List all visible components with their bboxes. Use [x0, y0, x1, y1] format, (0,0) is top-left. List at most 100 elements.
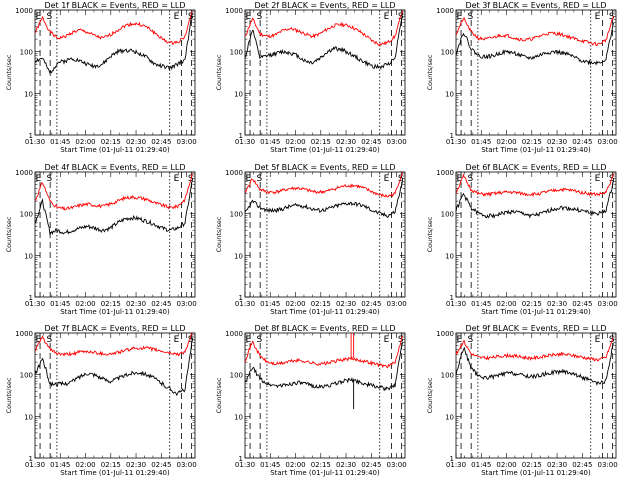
x-tick-label: 02:00 [75, 300, 95, 308]
chart-panel-2: Det 2f BLACK = Events, RED = LLD 1 10 100 10… [215, 1, 407, 154]
y-tick-label: 10 [24, 90, 33, 98]
x-tick-label: 01:30 [446, 300, 466, 308]
eclipse-marker: E [384, 12, 390, 22]
x-tick-label: 01:30 [235, 461, 255, 469]
lld-series-line [34, 333, 193, 357]
x-tick-label: 03:00 [176, 461, 196, 469]
plot-frame [244, 9, 406, 136]
y-tick-label: 1000 [436, 330, 454, 338]
saa-marker: S [256, 335, 262, 345]
y-tick-label: 100 [230, 211, 243, 219]
chart-title: Det 7f BLACK = Events, RED = LLD [44, 324, 185, 333]
x-tick-label: 02:00 [496, 461, 516, 469]
x-tick-label: 02:15 [101, 138, 121, 146]
lld-series-line [34, 10, 193, 45]
chart-title: Det 3f BLACK = Events, RED = LLD [465, 1, 606, 10]
y-tick-label: 1000 [15, 330, 33, 338]
x-tick-label: 01:45 [260, 461, 280, 469]
y-tick-label: 1 [450, 455, 454, 463]
x-tick-label: 02:15 [522, 300, 542, 308]
chart-title: Det 2f BLACK = Events, RED = LLD [254, 1, 395, 10]
x-tick-label: 02:45 [572, 300, 592, 308]
x-tick-label: 03:00 [597, 138, 617, 146]
eclipse-marker: E [246, 335, 252, 345]
lld-series-line [244, 335, 403, 369]
x-axis-label: Start Time (01-Jul-11 01:29:40) [270, 308, 380, 316]
y-axis-label: Counts/sec [5, 216, 13, 252]
lld-series-line [455, 337, 614, 362]
y-tick-label: 100 [20, 211, 33, 219]
x-tick-label: 02:00 [496, 138, 516, 146]
y-tick-label: 100 [230, 372, 243, 380]
saa-marker: S [46, 335, 52, 345]
events-series-line [455, 343, 614, 387]
plot-frame [34, 171, 196, 298]
y-tick-label: 100 [441, 49, 454, 57]
x-tick-label: 01:30 [25, 461, 45, 469]
x-tick-label: 02:00 [285, 138, 305, 146]
saa-marker: S [398, 174, 404, 184]
x-tick-label: 01:30 [235, 138, 255, 146]
y-tick-label: 10 [24, 252, 33, 260]
x-tick-label: 02:30 [126, 300, 146, 308]
x-tick-label: 02:15 [311, 461, 331, 469]
x-axis-label: Start Time (01-Jul-11 01:29:40) [270, 146, 380, 154]
x-tick-label: 02:15 [522, 138, 542, 146]
x-tick-label: 02:45 [572, 138, 592, 146]
x-tick-label: 01:45 [260, 300, 280, 308]
y-tick-label: 1 [239, 455, 243, 463]
saa-marker: S [46, 12, 52, 22]
y-tick-label: 10 [445, 90, 454, 98]
y-tick-label: 10 [234, 90, 243, 98]
x-tick-label: 01:30 [446, 461, 466, 469]
x-tick-label: 01:30 [235, 300, 255, 308]
x-tick-label: 02:30 [336, 461, 356, 469]
eclipse-marker: E [174, 335, 180, 345]
plot-frame [34, 9, 196, 136]
saa-marker: S [609, 12, 615, 22]
x-tick-label: 03:00 [597, 300, 617, 308]
chart-panel-4: Det 4f BLACK = Events, RED = LLD 1 10 100 10… [5, 163, 197, 316]
y-tick-label: 1000 [15, 169, 33, 177]
plot-frame [34, 332, 196, 459]
x-tick-label: 03:00 [597, 461, 617, 469]
plot-frame [244, 332, 406, 459]
x-tick-label: 02:00 [285, 300, 305, 308]
lld-series-line [455, 16, 614, 46]
events-series-line [34, 337, 193, 397]
x-tick-label: 02:00 [285, 461, 305, 469]
x-tick-label: 02:15 [311, 138, 331, 146]
y-tick-label: 1 [450, 294, 454, 302]
x-tick-label: 02:45 [361, 138, 381, 146]
y-tick-label: 10 [234, 413, 243, 421]
x-tick-label: 02:15 [101, 461, 121, 469]
y-axis-label: Counts/sec [5, 54, 13, 90]
y-tick-label: 10 [234, 252, 243, 260]
saa-marker: S [467, 12, 473, 22]
y-tick-label: 100 [441, 211, 454, 219]
lld-series-line [245, 10, 403, 47]
plot-frame [455, 332, 617, 459]
events-series-line [34, 13, 193, 75]
x-tick-label: 03:00 [176, 138, 196, 146]
x-axis-label: Start Time (01-Jul-11 01:29:40) [60, 146, 170, 154]
events-series-line [455, 22, 614, 66]
y-tick-label: 1000 [15, 7, 33, 15]
x-tick-label: 02:45 [151, 138, 171, 146]
x-tick-label: 02:45 [572, 461, 592, 469]
x-axis-label: Start Time (01-Jul-11 01:29:40) [481, 146, 591, 154]
y-tick-label: 1 [29, 455, 33, 463]
saa-marker: S [46, 174, 52, 184]
x-tick-label: 02:45 [361, 300, 381, 308]
lld-series-line [455, 173, 614, 198]
plot-frame [455, 9, 617, 136]
x-tick-label: 01:45 [260, 138, 280, 146]
eclipse-marker: E [595, 12, 601, 22]
eclipse-marker: E [457, 174, 463, 184]
x-tick-label: 02:30 [547, 461, 567, 469]
x-tick-label: 01:45 [471, 461, 491, 469]
eclipse-marker: E [457, 335, 463, 345]
chart-panel-3: Det 3f BLACK = Events, RED = LLD 1 10 100 10… [426, 1, 618, 154]
saa-marker: S [467, 174, 473, 184]
y-tick-label: 10 [24, 413, 33, 421]
